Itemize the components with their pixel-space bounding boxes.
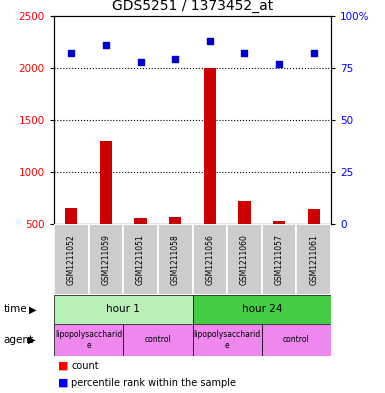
Point [241, 50, 248, 56]
Text: GSM1211060: GSM1211060 [240, 234, 249, 285]
Bar [192, 295, 331, 324]
Bar [169, 217, 181, 276]
Bar [192, 224, 227, 295]
Text: lipopolysaccharid
e: lipopolysaccharid e [55, 330, 122, 350]
Point [137, 59, 144, 65]
Text: percentile rank within the sample: percentile rank within the sample [71, 378, 236, 387]
Text: GSM1211052: GSM1211052 [67, 234, 76, 285]
Text: lipopolysaccharid
e: lipopolysaccharid e [194, 330, 261, 350]
Bar [134, 218, 147, 276]
Bar [273, 221, 285, 276]
Bar [54, 224, 89, 295]
Bar [123, 324, 192, 356]
Bar [204, 68, 216, 276]
Text: ■: ■ [58, 378, 68, 387]
Bar [158, 224, 192, 295]
Point [68, 50, 74, 56]
Text: hour 1: hour 1 [106, 305, 140, 314]
Text: agent: agent [4, 335, 34, 345]
Point [311, 50, 317, 56]
Text: hour 24: hour 24 [241, 305, 282, 314]
Point [172, 56, 178, 62]
Bar [238, 201, 251, 276]
Text: control: control [283, 336, 310, 344]
Bar [123, 224, 158, 295]
Bar [308, 209, 320, 276]
Text: GSM1211056: GSM1211056 [205, 234, 214, 285]
Point [276, 61, 282, 67]
Text: GSM1211051: GSM1211051 [136, 234, 145, 285]
Bar [227, 224, 262, 295]
Bar [65, 208, 77, 276]
Title: GDS5251 / 1373452_at: GDS5251 / 1373452_at [112, 0, 273, 13]
Bar [54, 295, 192, 324]
Text: GSM1211059: GSM1211059 [101, 234, 110, 285]
Text: control: control [144, 336, 171, 344]
Text: ■: ■ [58, 361, 68, 371]
Point [207, 38, 213, 44]
Bar [89, 224, 123, 295]
Bar [54, 324, 123, 356]
Bar [262, 324, 331, 356]
Point [103, 42, 109, 48]
Bar [192, 324, 262, 356]
Text: GSM1211058: GSM1211058 [171, 234, 180, 285]
Text: ▶: ▶ [28, 335, 35, 345]
Text: ▶: ▶ [29, 305, 37, 314]
Bar [100, 141, 112, 276]
Text: time: time [4, 305, 27, 314]
Text: GSM1211061: GSM1211061 [309, 234, 318, 285]
Text: count: count [71, 361, 99, 371]
Bar [262, 224, 296, 295]
Bar [296, 224, 331, 295]
Text: GSM1211057: GSM1211057 [275, 234, 284, 285]
